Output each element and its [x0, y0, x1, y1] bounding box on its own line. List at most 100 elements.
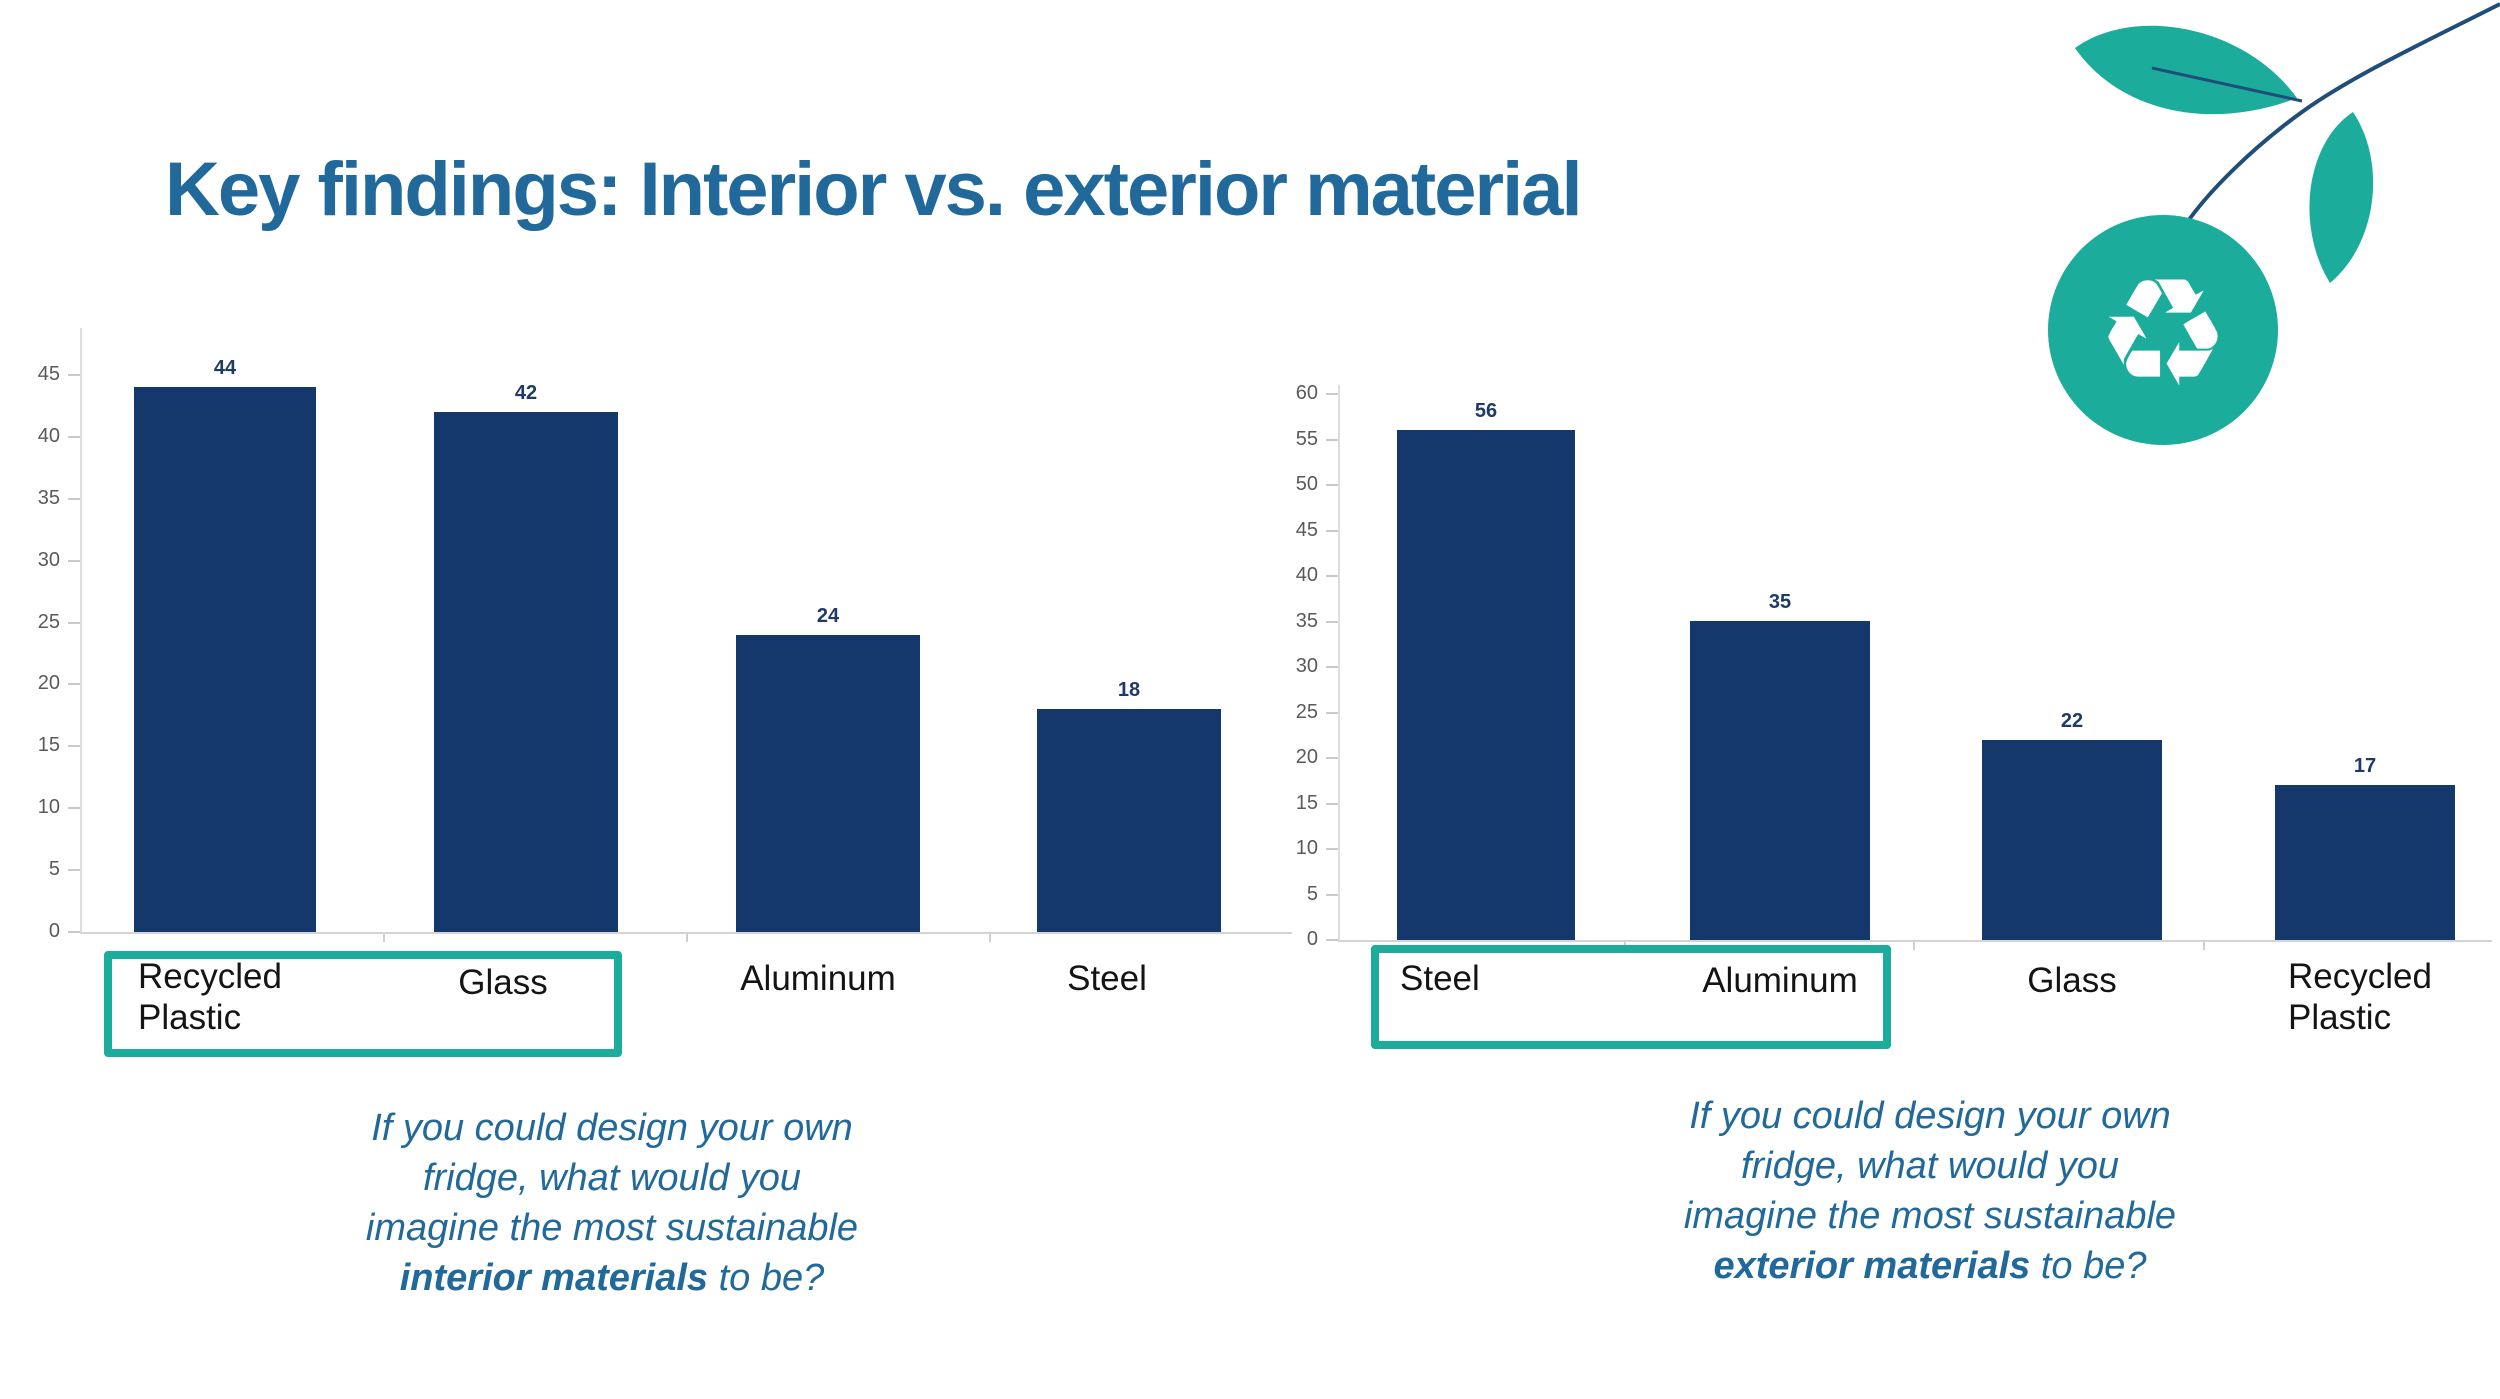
bar-value-label: 56 [1474, 400, 1498, 422]
bar-value-label: 22 [2060, 710, 2084, 732]
y-axis-line [1338, 385, 1340, 940]
y-axis-line [80, 328, 82, 932]
y-tick-label: 60 [1295, 382, 1318, 404]
caption-line: fridge, what would you [422, 1157, 802, 1199]
y-tick-label: 15 [1295, 791, 1318, 814]
caption-line: imagine the most sustainable [1683, 1195, 2177, 1237]
x-category-label-line: Plastic [2288, 998, 2392, 1037]
y-tick-label: 30 [37, 548, 60, 571]
y-tick-mark [68, 559, 80, 562]
bar-steel [1397, 430, 1575, 940]
x-category-label-recycled-plastic: Recycled Plastic [2288, 956, 2432, 1038]
x-category-label-recycled-plastic: Recycled Plastic [138, 956, 282, 1038]
y-tick-label: 45 [1295, 518, 1318, 541]
y-tick-label: 10 [1295, 837, 1318, 859]
highlight-box-exterior-top2 [1371, 945, 1891, 1049]
bar-steel [1037, 709, 1221, 932]
y-tick-label: 10 [37, 796, 60, 819]
bar-value-label: 18 [1117, 679, 1141, 701]
y-tick-mark [1326, 620, 1338, 623]
caption-bold-phrase: interior materials [399, 1257, 709, 1299]
y-tick-label: 30 [1295, 655, 1318, 677]
y-tick-mark [68, 497, 80, 500]
bar-value-label: 35 [1768, 591, 1792, 613]
x-category-label-glass: Glass [2027, 961, 2117, 1000]
y-tick-mark [1326, 893, 1338, 896]
bar-recycled-plastic [134, 387, 316, 932]
caption-line: If you could design your own [1689, 1095, 2171, 1137]
y-tick-label: 0 [48, 920, 60, 942]
y-tick-mark [1326, 666, 1338, 668]
bar-recycled-plastic [2275, 785, 2455, 940]
y-tick-label: 25 [37, 610, 60, 633]
y-tick-mark [68, 373, 80, 376]
y-tick-label: 40 [37, 424, 60, 447]
x-category-label-aluminum: Aluminum [1702, 961, 1858, 1000]
category-boundary-tick [989, 934, 991, 942]
y-tick-mark [68, 807, 80, 810]
caption-line: exterior materials to be? [1600, 1241, 2260, 1291]
y-tick-label: 35 [37, 486, 60, 509]
y-tick-mark [1326, 438, 1338, 441]
y-tick-label: 0 [1306, 928, 1318, 950]
x-category-label-line: Recycled [2288, 957, 2432, 996]
bar-glass [434, 412, 618, 932]
highlight-box-interior-top2 [104, 951, 622, 1057]
y-tick-mark [1326, 848, 1338, 850]
bar-aluminum [736, 635, 920, 932]
x-axis-line [80, 932, 1292, 934]
y-tick-mark [68, 931, 80, 933]
recycling-plant-decoration: ♻ [2048, 2, 2500, 445]
y-tick-mark [1326, 393, 1338, 395]
page-title: Key findings: Interior vs. exterior mate… [165, 147, 1583, 232]
y-tick-label: 35 [1295, 609, 1318, 632]
x-category-label-glass: Glass [458, 963, 548, 1002]
y-tick-label: 40 [1295, 564, 1318, 586]
category-boundary-tick [383, 934, 385, 942]
category-boundary-tick [2203, 942, 2205, 950]
y-tick-label: 5 [48, 858, 60, 881]
y-tick-label: 50 [1295, 473, 1318, 495]
y-tick-mark [68, 621, 80, 624]
caption-line: fridge, what would you [1740, 1145, 2120, 1187]
bar-aluminum [1690, 621, 1870, 940]
x-category-label-line: Recycled [138, 957, 282, 996]
x-axis-line [1338, 940, 2492, 942]
y-tick-mark [1326, 757, 1338, 759]
bar-value-label: 42 [514, 382, 538, 404]
caption-line: interior materials to be? [282, 1253, 942, 1303]
category-boundary-tick [1913, 942, 1915, 950]
y-tick-label: 20 [37, 672, 60, 695]
bar-value-label: 17 [2353, 755, 2377, 777]
leaf-icon [2075, 25, 2297, 115]
y-tick-label: 20 [1295, 746, 1318, 768]
recycle-circle-badge [2048, 215, 2278, 445]
recycle-icon: ♻ [2096, 247, 2230, 421]
y-tick-mark [1326, 575, 1338, 577]
x-category-label-steel: Steel [1400, 959, 1480, 998]
y-tick-mark [1326, 939, 1338, 941]
caption-bold-phrase: exterior materials [1713, 1245, 2031, 1287]
y-tick-mark [68, 435, 80, 438]
bar-value-label: 24 [816, 605, 840, 627]
question-caption-exterior: If you could design your own fridge, wha… [1600, 1091, 2260, 1291]
y-tick-mark [68, 745, 80, 748]
leaf-midrib-line [2151, 66, 2303, 103]
category-boundary-tick [686, 934, 688, 942]
caption-tail: to be? [2030, 1245, 2147, 1287]
y-tick-label: 55 [1295, 427, 1318, 450]
bar-glass [1982, 740, 2162, 940]
y-tick-label: 25 [1295, 700, 1318, 723]
bar-value-label: 44 [213, 357, 237, 379]
y-tick-mark [68, 683, 80, 686]
stem-line [2184, 2, 2500, 226]
y-tick-label: 45 [37, 362, 60, 385]
y-tick-mark [1326, 802, 1338, 805]
caption-line: If you could design your own [371, 1107, 853, 1149]
caption-line: imagine the most sustainable [365, 1207, 859, 1249]
y-tick-mark [1326, 529, 1338, 532]
y-tick-mark [68, 869, 80, 872]
